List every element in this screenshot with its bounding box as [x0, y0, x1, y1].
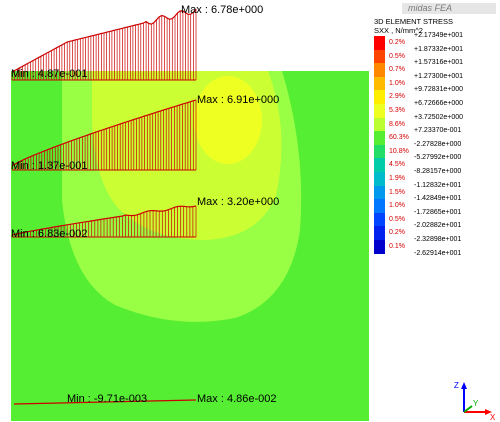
z-axis-label: Z: [454, 381, 459, 390]
min-label-upper: Min : 1.37e-001: [11, 160, 88, 172]
legend-value: +1.57316e+001: [414, 59, 464, 67]
legend-swatch: [374, 226, 385, 240]
legend-swatch: [374, 63, 385, 77]
legend-percent: 5.3%: [389, 107, 405, 114]
max-label-upper: Max : 6.91e+000: [197, 94, 280, 106]
max-label-top: Max : 6.78e+000: [181, 4, 264, 16]
stress-diagram-bottom-line: [13, 399, 197, 405]
x-axis-label: X: [490, 413, 496, 420]
stress-diagram-upper: [11, 99, 197, 171]
stress-legend: 3D ELEMENT STRESS SXX , N/mm^2 +2.17349e+0…: [372, 2, 498, 262]
legend-swatch: [374, 131, 385, 145]
legend-percent: 0.7%: [389, 66, 405, 74]
y-axis-line: [463, 405, 473, 413]
legend-percent: 1.0%: [389, 79, 405, 87]
legend-swatch: [374, 117, 385, 132]
legend-percent: 60.3%: [389, 134, 409, 142]
max-label-bottom: Max : 4.86e-002: [197, 393, 277, 405]
legend-value: -2.32898e+001: [414, 236, 462, 243]
legend-swatch: [374, 104, 385, 118]
axis-triad: Z X Y: [454, 381, 496, 420]
legend-value: +9.72831e+000: [414, 86, 464, 94]
legend-percent: 0.1%: [389, 243, 405, 250]
app-logo: midas FEA: [402, 3, 496, 14]
legend-swatch: [374, 158, 385, 172]
legend-swatch: [374, 49, 385, 64]
legend-swatch: [374, 36, 385, 50]
legend-percent: 1.5%: [389, 188, 405, 196]
legend-percent: 1.9%: [389, 175, 405, 182]
diagram-0-envelope: [11, 8, 197, 73]
legend-percent: 8.6%: [389, 120, 405, 128]
legend-percent: 1.0%: [389, 202, 405, 210]
legend-swatch: [374, 212, 385, 227]
legend-value: -1.42849e+001: [414, 195, 462, 203]
x-axis-arrow: [485, 409, 492, 415]
legend-swatch: [374, 90, 385, 104]
legend-title: 3D ELEMENT STRESS: [374, 17, 454, 26]
diagram-1-envelope: [11, 99, 197, 167]
legend-value: -1.12832e+001: [414, 181, 462, 189]
diagram-2-envelope: [11, 205, 197, 236]
legend-percent: 0.2%: [389, 39, 405, 46]
legend-value: +1.87332e+001: [414, 45, 464, 53]
legend-value: +1.27300e+001: [414, 72, 464, 80]
legend-percent: 0.2%: [389, 229, 405, 237]
legend-value: -2.27828e+000: [414, 140, 462, 148]
legend-subtitle: SXX , N/mm^2: [374, 26, 423, 35]
legend-percent: 2.9%: [389, 93, 405, 101]
legend-value: +7.23370e-001: [414, 127, 462, 135]
legend-swatch: [374, 76, 385, 91]
legend-value: -5.27992e+000: [414, 154, 462, 162]
legend-percent: 0.5%: [389, 215, 405, 223]
legend-value: -2.02882e+001: [414, 222, 462, 230]
legend-value: +3.72502e+000: [414, 113, 464, 121]
legend-swatch: [374, 185, 385, 200]
z-axis-arrow: [461, 382, 467, 389]
min-label-bottom: Min : -9.71e-003: [67, 393, 148, 405]
y-axis-label: Y: [473, 399, 479, 408]
legend-value: +2.17349e+001: [414, 32, 464, 39]
legend-value: +6.72666e+000: [414, 100, 464, 107]
legend-swatch: [374, 172, 385, 186]
legend-percent: 10.8%: [389, 147, 409, 155]
legend-value: -1.72865e+001: [414, 208, 462, 216]
min-label-middle: Min : 6.83e-002: [11, 228, 88, 240]
max-label-middle: Max : 3.20e+000: [197, 196, 280, 208]
min-label-top: Min : 4.87e-001: [11, 68, 88, 80]
legend-swatch: [374, 240, 385, 254]
legend-percent: 4.5%: [389, 161, 405, 169]
legend-swatch: [374, 199, 385, 213]
contour-band-yellow: [194, 76, 262, 164]
stress-diagram-top: [11, 8, 197, 81]
legend-value: -2.62914e+001: [414, 249, 462, 257]
stress-diagram-bottom: [13, 399, 197, 405]
legend-swatch: [374, 144, 385, 159]
stress-diagram-middle: [11, 205, 197, 238]
legend-value: -8.28157e+000: [414, 168, 462, 175]
legend-percent: 0.5%: [389, 52, 405, 60]
